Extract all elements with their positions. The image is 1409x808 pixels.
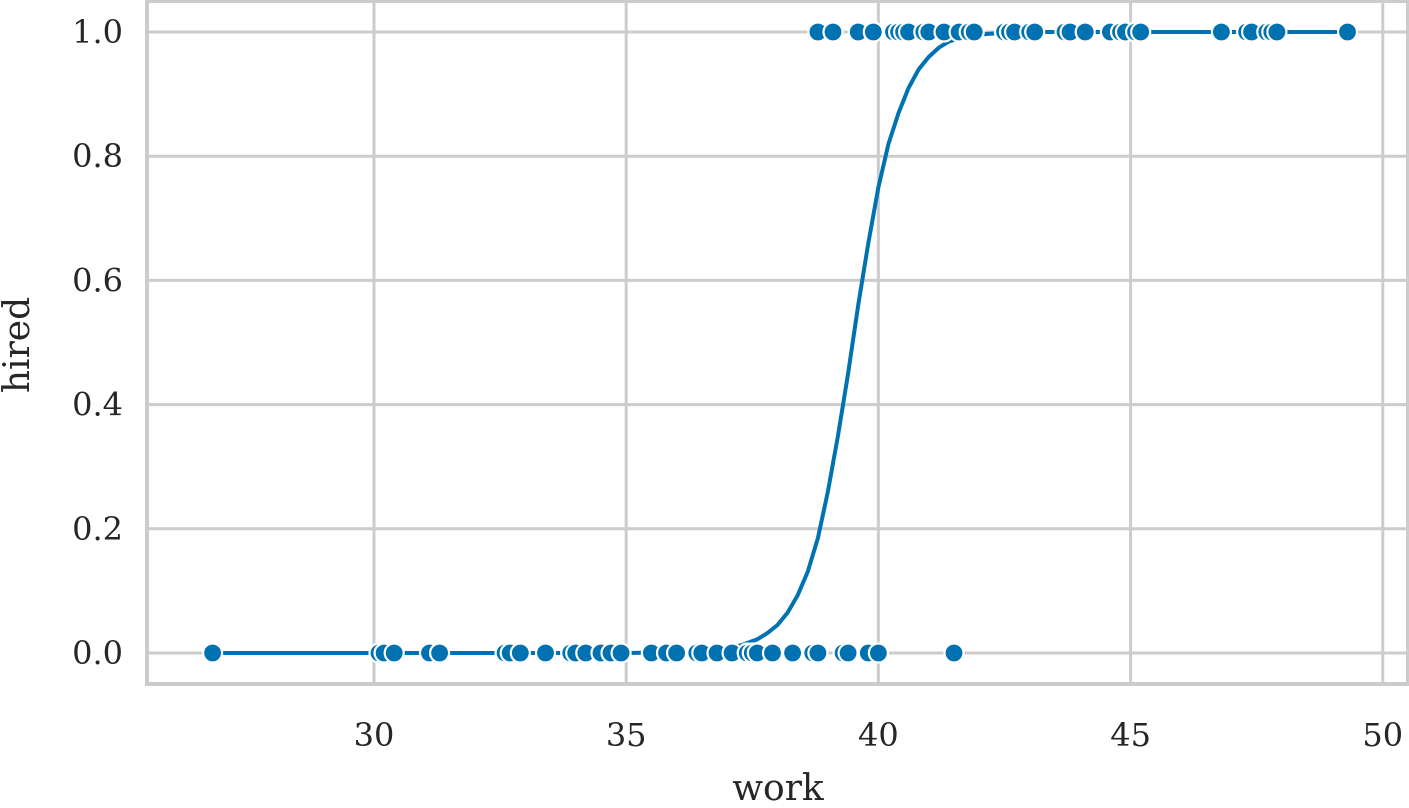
data-point	[509, 642, 531, 664]
data-point	[1074, 21, 1096, 43]
grid-lines	[147, 1, 1408, 684]
y-tick-label: 0.4	[72, 386, 123, 424]
logistic-fit-curve	[212, 30, 1348, 655]
data-point	[867, 642, 890, 664]
x-tick-label: 40	[858, 716, 899, 754]
y-tick-label: 0.6	[72, 261, 123, 299]
data-point	[963, 21, 985, 43]
data-point	[837, 642, 859, 664]
y-tick-label: 0.8	[72, 137, 123, 175]
data-point	[1336, 21, 1359, 43]
data-point	[822, 21, 844, 43]
data-point	[862, 21, 884, 43]
data-point	[1266, 21, 1288, 43]
data-point	[807, 642, 829, 664]
y-tick-label: 0.0	[72, 634, 123, 672]
data-point	[202, 642, 224, 664]
data-points	[202, 21, 1359, 664]
data-point	[1024, 21, 1046, 43]
x-tick-label: 50	[1362, 716, 1403, 754]
y-axis-label: hired	[0, 297, 38, 393]
data-point	[534, 642, 557, 664]
data-point	[665, 642, 688, 664]
tick-labels: 30 35 40 45 50 0.0 0.2 0.4 0.6 0.8 1.0	[72, 13, 1403, 754]
x-axis-label: work	[732, 768, 825, 808]
data-point	[383, 642, 405, 664]
data-point	[1210, 21, 1233, 43]
data-point	[761, 642, 784, 664]
data-point	[781, 642, 804, 664]
x-tick-label: 45	[1110, 716, 1151, 754]
plot-frame	[145, 0, 1409, 686]
fit-curve-path	[212, 30, 1348, 655]
y-tick-label: 1.0	[72, 13, 123, 51]
x-tick-label: 30	[354, 716, 395, 754]
x-tick-label: 35	[606, 716, 647, 754]
axes-frame	[145, 0, 1409, 686]
y-tick-label: 0.2	[72, 510, 123, 548]
data-point	[429, 642, 451, 664]
data-point	[610, 642, 632, 664]
data-point	[1130, 21, 1152, 43]
data-point	[943, 642, 965, 664]
